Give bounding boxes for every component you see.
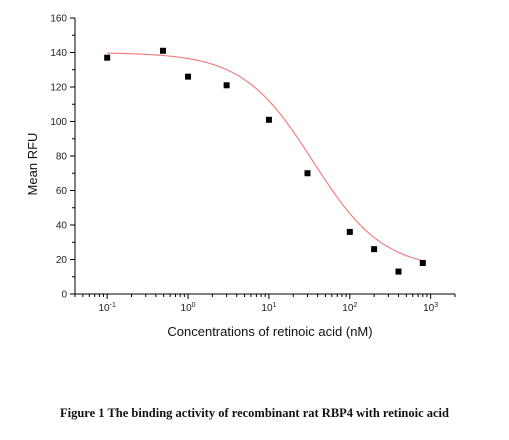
- data-point: [395, 268, 402, 275]
- y-tick-label: 40: [56, 221, 68, 232]
- data-points: [104, 47, 426, 275]
- data-point: [346, 228, 353, 235]
- y-ticks: 0 20 40 60 80 100 120 140 160: [50, 14, 75, 301]
- data-point: [371, 246, 378, 253]
- data-point: [265, 116, 272, 123]
- x-tick-label: 101: [261, 302, 276, 314]
- y-tick-label: 120: [50, 83, 67, 94]
- y-tick-label: 160: [50, 14, 67, 25]
- y-tick-label: 60: [56, 186, 68, 197]
- x-axis-title: Concentrations of retinoic acid (nM): [167, 324, 372, 339]
- fit-curve: [107, 52, 423, 262]
- y-tick-label: 100: [50, 117, 67, 128]
- x-axis: 10-1 100 101 102 103: [74, 293, 456, 314]
- plot-area: [104, 47, 426, 275]
- figure-caption: Figure 1 The binding activity of recombi…: [59, 406, 449, 420]
- y-tick-label: 140: [50, 48, 67, 59]
- data-point: [419, 259, 426, 266]
- y-axis-title: Mean RFU: [25, 133, 40, 196]
- data-point: [223, 82, 230, 89]
- y-tick-label: 20: [56, 255, 68, 266]
- y-axis: 0 20 40 60 80 100 120 140 160: [50, 14, 76, 301]
- y-tick-label: 80: [56, 152, 68, 163]
- data-point: [104, 54, 111, 61]
- x-tick-label: 100: [181, 302, 196, 314]
- x-ticks: 10-1 100 101 102 103: [74, 294, 456, 314]
- data-point: [304, 170, 311, 177]
- data-point: [185, 73, 192, 80]
- x-tick-label: 103: [423, 302, 438, 314]
- data-point: [159, 47, 166, 54]
- y-tick-label: 0: [61, 290, 67, 301]
- x-tick-label: 10-1: [99, 302, 116, 314]
- x-tick-label: 102: [342, 302, 357, 314]
